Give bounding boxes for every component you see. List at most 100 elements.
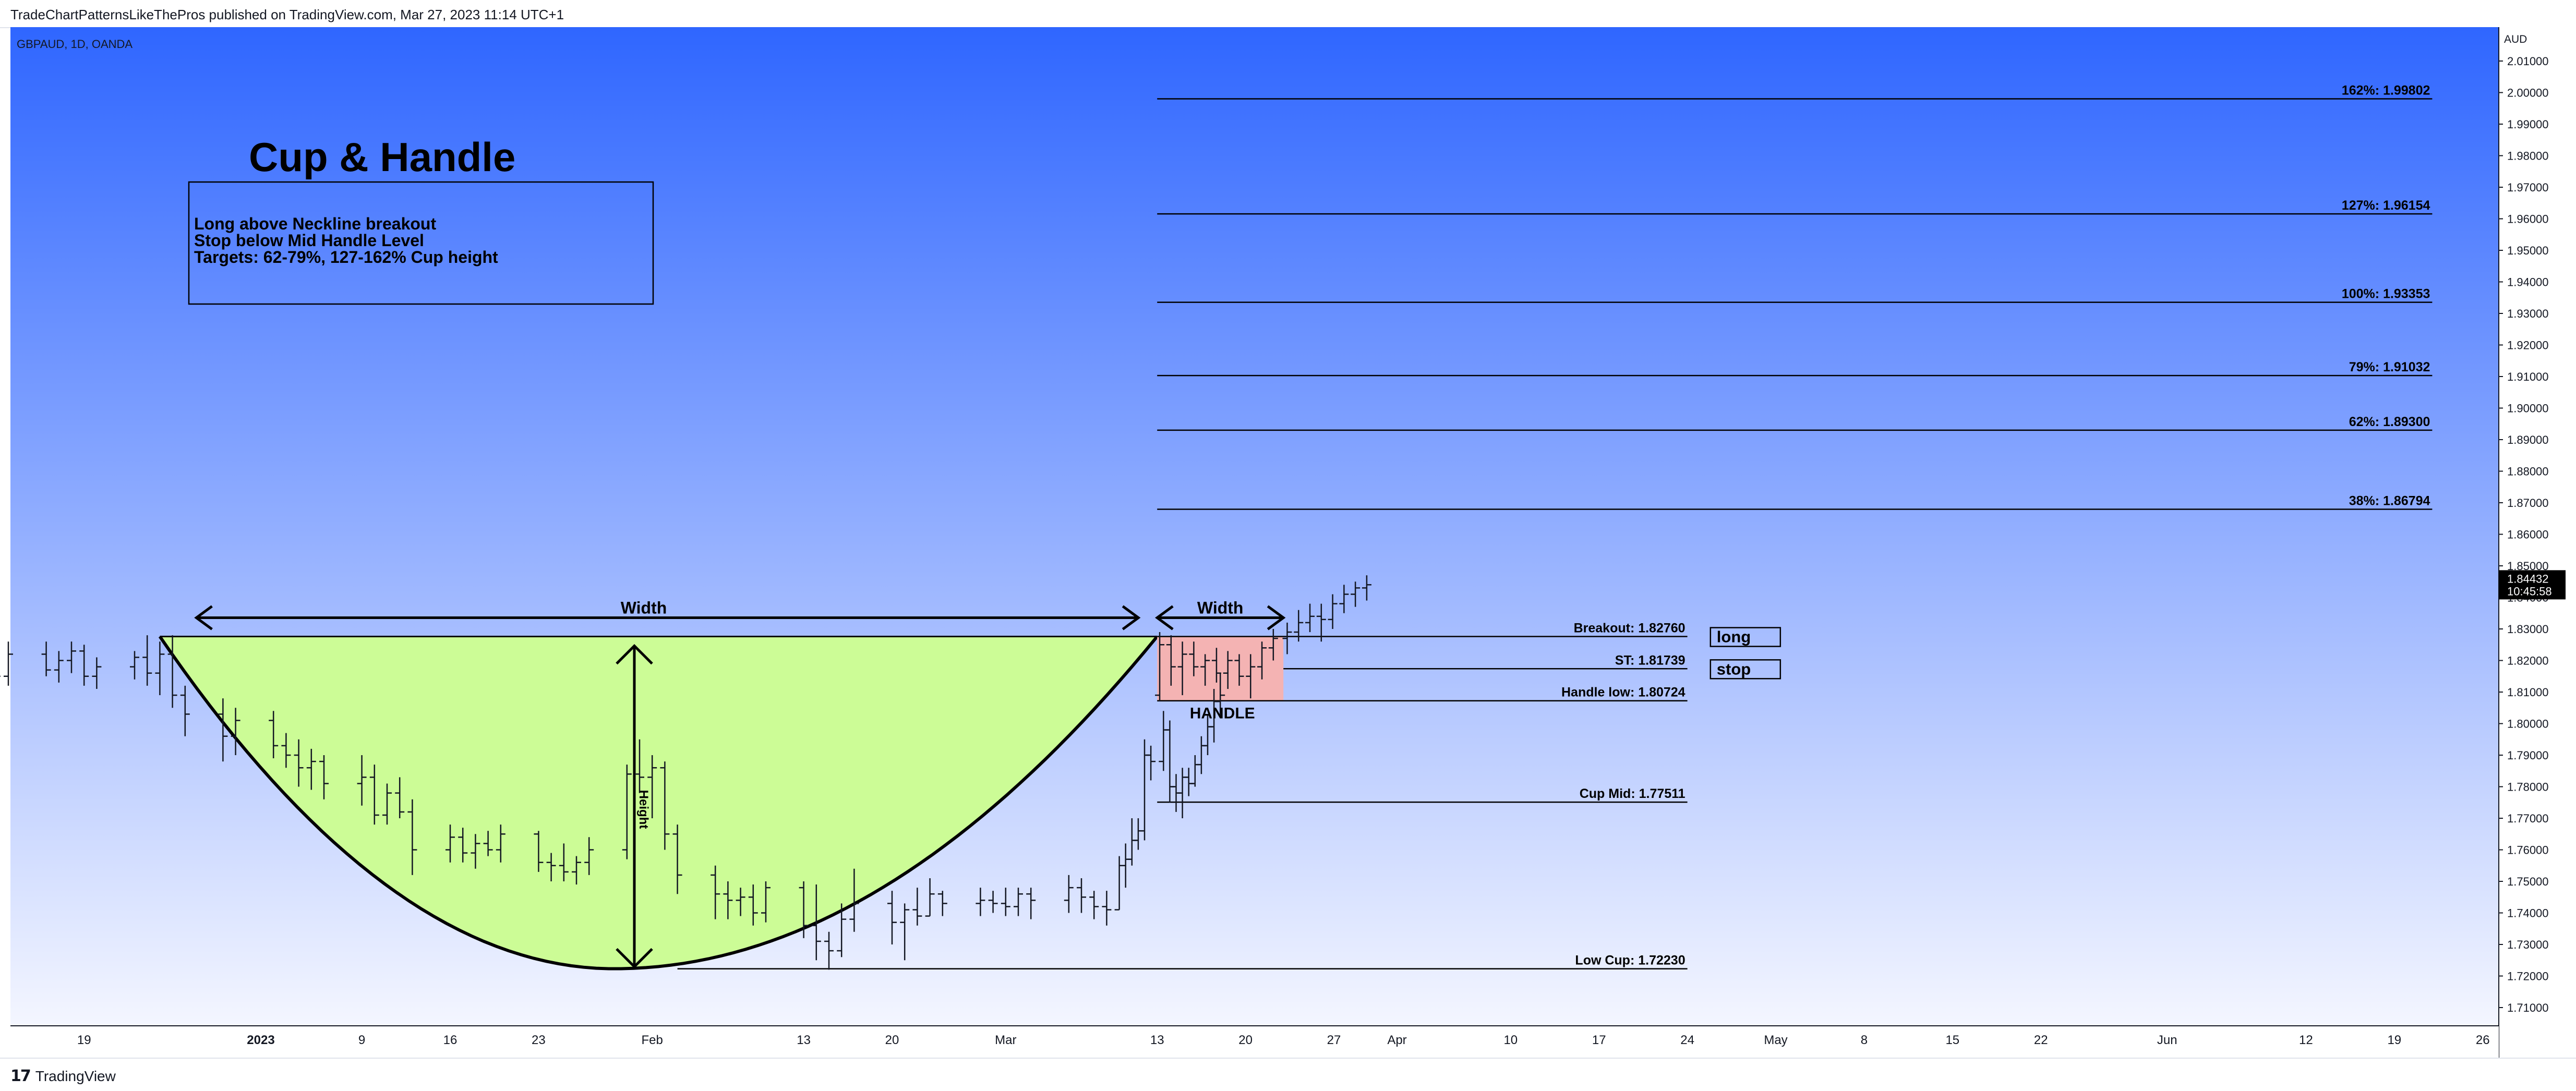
y-tick-label: 1.87000 bbox=[2507, 496, 2549, 510]
ohlc-bar bbox=[1064, 875, 1074, 913]
ohlc-bar bbox=[1282, 622, 1292, 654]
x-tick-label: May bbox=[1764, 1033, 1787, 1047]
current-price-value: 1.84432 bbox=[2507, 572, 2549, 585]
ohlc-bar bbox=[92, 657, 102, 689]
cup-curve bbox=[158, 635, 1159, 971]
ohlc-bar bbox=[912, 888, 922, 926]
y-tick-label: 1.72000 bbox=[2507, 970, 2549, 983]
tradingview-brand[interactable]: 𝟭𝟳 TradingView bbox=[10, 1067, 116, 1085]
y-tick-label: 1.99000 bbox=[2507, 118, 2549, 131]
ohlc-bar bbox=[1215, 673, 1225, 718]
ohlc-bar bbox=[458, 828, 468, 863]
y-tick-label: 1.95000 bbox=[2507, 244, 2549, 257]
y-tick-label: 1.86000 bbox=[2507, 528, 2549, 541]
ohlc-bar bbox=[41, 641, 51, 676]
ohlc-bar bbox=[1362, 575, 1371, 601]
countdown-value: 10:45:58 bbox=[2507, 585, 2552, 598]
y-tick-label: 1.81000 bbox=[2507, 686, 2549, 699]
x-tick-label: 24 bbox=[1680, 1033, 1694, 1047]
ohlc-bar bbox=[130, 651, 139, 680]
width-arrow-head-right bbox=[1122, 605, 1141, 631]
y-tick-label: 1.71000 bbox=[2507, 1001, 2549, 1014]
ohlc-bar bbox=[647, 755, 657, 818]
notes-box bbox=[188, 181, 654, 305]
y-tick-label: 1.83000 bbox=[2507, 623, 2549, 636]
ohlc-bar bbox=[369, 765, 379, 825]
y-tick-label: 1.98000 bbox=[2507, 150, 2549, 163]
handle-width-label: Width bbox=[1197, 599, 1244, 617]
ohlc-bar bbox=[824, 931, 834, 970]
x-tick-label: 19 bbox=[2387, 1033, 2401, 1047]
ohlc-bar bbox=[180, 685, 190, 736]
cup-fill bbox=[160, 636, 1158, 969]
signal-label: long bbox=[1717, 628, 1751, 646]
x-tick-label: 8 bbox=[1861, 1033, 1868, 1047]
ohlc-bar bbox=[660, 761, 670, 850]
fib-level-label: 127%: 1.96154 bbox=[2342, 198, 2430, 213]
ohlc-bar bbox=[54, 651, 64, 683]
ohlc-bar bbox=[584, 837, 594, 875]
ohlc-bar bbox=[1246, 654, 1256, 699]
ohlc-bar bbox=[900, 903, 910, 961]
ohlc-bar bbox=[319, 755, 329, 799]
x-tick-label: 13 bbox=[1150, 1033, 1164, 1047]
y-tick-label: 2.01000 bbox=[2507, 55, 2549, 68]
header-bar: TradeChartPatternsLikeThePros published … bbox=[0, 0, 2576, 28]
current-price-tag bbox=[2499, 570, 2566, 600]
x-tick-label: Apr bbox=[1387, 1033, 1406, 1047]
pattern-title: Cup & Handle bbox=[249, 134, 515, 180]
key-level-label: Cup Mid: 1.77511 bbox=[1580, 786, 1686, 801]
x-tick-label: 20 bbox=[885, 1033, 899, 1047]
height-arrow-head-bottom bbox=[616, 948, 653, 969]
y-tick-label: 1.92000 bbox=[2507, 339, 2549, 352]
ohlc-bar bbox=[1177, 641, 1187, 696]
ohlc-bar bbox=[306, 748, 316, 790]
handle-width-arrow-head-right bbox=[1267, 605, 1286, 631]
ohlc-bar bbox=[357, 755, 367, 806]
ohlc-bar bbox=[672, 825, 682, 894]
signal-label: stop bbox=[1717, 660, 1751, 678]
ohlc-bar bbox=[546, 853, 556, 881]
fib-level-label: 62%: 1.89300 bbox=[2349, 415, 2430, 429]
footer-bar: 𝟭𝟳 TradingView bbox=[0, 1058, 2576, 1091]
ohlc-bar bbox=[496, 825, 505, 863]
ohlc-bar bbox=[1234, 654, 1244, 686]
signal-box bbox=[1710, 627, 1781, 647]
y-tick-label: 1.78000 bbox=[2507, 781, 2549, 794]
ohlc-bar bbox=[736, 888, 745, 916]
x-tick-label: 26 bbox=[2476, 1033, 2490, 1047]
price-axis[interactable] bbox=[2499, 27, 2576, 1058]
handle-width-arrow-head-left bbox=[1154, 605, 1174, 631]
x-tick-label: 19 bbox=[77, 1033, 91, 1047]
axis-labels: AUD 2.01000 2.00000 1.99000 1.98000 1.97000 1.… bbox=[77, 33, 2566, 1047]
x-tick-label: 9 bbox=[358, 1033, 365, 1047]
ohlc-bar bbox=[1001, 888, 1010, 916]
ohlc-bar bbox=[407, 799, 417, 875]
ohlc-bar bbox=[446, 825, 455, 863]
ohlc-bar bbox=[837, 903, 847, 957]
ohlc-bar bbox=[887, 891, 897, 944]
x-tick-label: 16 bbox=[443, 1033, 458, 1047]
x-tick-label: 2023 bbox=[247, 1033, 274, 1047]
ohlc-bar bbox=[483, 831, 493, 856]
key-level-label: Low Cup: 1.72230 bbox=[1575, 953, 1685, 968]
y-tick-label: 1.96000 bbox=[2507, 213, 2549, 226]
y-tick-label: 1.76000 bbox=[2507, 844, 2549, 857]
ohlc-bar bbox=[79, 645, 89, 686]
price-chart[interactable]: HANDLE Width Width Height 162%: 1.99802 127%:… bbox=[0, 27, 2576, 1058]
width-arrow-head-left bbox=[194, 605, 213, 631]
ohlc-bar bbox=[218, 698, 228, 762]
ohlc-bar bbox=[988, 891, 998, 913]
ohlc-bar bbox=[167, 635, 177, 708]
ohlc-bar bbox=[1155, 632, 1165, 702]
x-tick-label: 23 bbox=[532, 1033, 546, 1047]
x-tick-label: 15 bbox=[1945, 1033, 1959, 1047]
y-tick-label: 1.80000 bbox=[2507, 718, 2549, 731]
ohlc-bar bbox=[1026, 888, 1036, 919]
ohlc-bar bbox=[937, 891, 947, 916]
tradingview-logo-icon: 𝟭𝟳 bbox=[10, 1068, 31, 1085]
y-tick-label: 1.90000 bbox=[2507, 402, 2549, 415]
time-axis[interactable] bbox=[0, 1026, 2499, 1058]
y-tick-label: 1.77000 bbox=[2507, 812, 2549, 825]
key-level-label: Handle low: 1.80724 bbox=[1561, 685, 1686, 700]
